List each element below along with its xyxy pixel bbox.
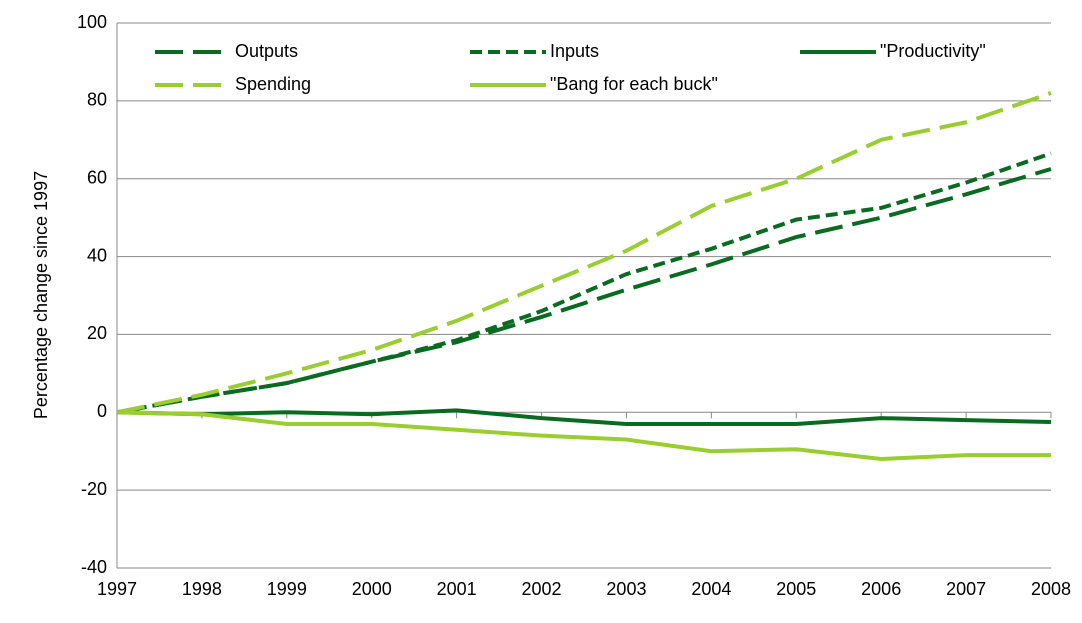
y-tick-label: 60 (87, 167, 107, 187)
series-line (116, 91, 1052, 415)
x-tick-label: 2007 (946, 579, 986, 599)
x-tick-label: 2008 (1031, 579, 1071, 599)
y-axis-label: Percentage change since 1997 (31, 171, 51, 419)
series-line (116, 408, 1052, 426)
series-line (116, 167, 1052, 415)
y-tick-label: 0 (97, 401, 107, 421)
legend-label: Spending (235, 74, 311, 94)
y-tick-label: 20 (87, 323, 107, 343)
y-tick-label: -40 (81, 557, 107, 577)
y-tick-label: -20 (81, 479, 107, 499)
x-tick-label: 2006 (861, 579, 901, 599)
legend-label: Inputs (550, 41, 599, 61)
x-tick-label: 1999 (267, 579, 307, 599)
legend-label: "Productivity" (880, 41, 986, 61)
x-tick-label: 2005 (776, 579, 816, 599)
series-line (116, 410, 1051, 462)
x-tick-label: 2002 (522, 579, 562, 599)
x-tick-label: 2003 (606, 579, 646, 599)
y-tick-label: 40 (87, 245, 107, 265)
x-tick-label: 2004 (691, 579, 731, 599)
series-line (116, 151, 1052, 415)
x-tick-label: 1998 (182, 579, 222, 599)
legend-label: Outputs (235, 41, 298, 61)
y-tick-label: 80 (87, 90, 107, 110)
x-tick-label: 1997 (97, 579, 137, 599)
y-tick-label: 100 (77, 12, 107, 32)
x-tick-label: 2001 (437, 579, 477, 599)
legend-label: "Bang for each buck" (550, 74, 718, 94)
x-tick-label: 2000 (352, 579, 392, 599)
